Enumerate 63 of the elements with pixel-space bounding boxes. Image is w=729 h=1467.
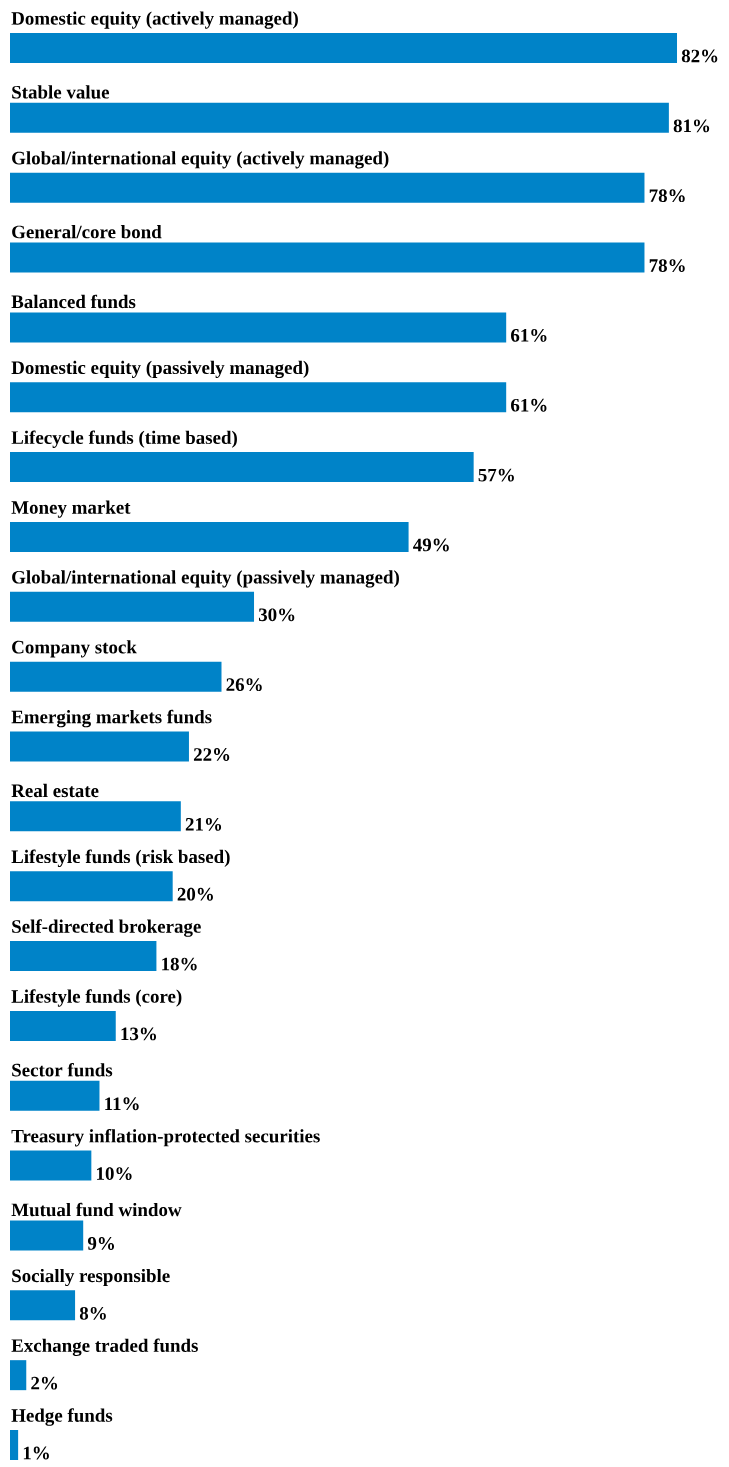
- y-tick-label: Domestic equity (passively managed): [11, 360, 309, 379]
- y-tick-label: Socially responsible: [12, 1268, 170, 1287]
- y-tick-label: Global/international equity (actively managed): [12, 151, 389, 169]
- data-label: 22%: [193, 748, 230, 761]
- bar: [10, 521, 409, 552]
- data-label: 82%: [681, 49, 718, 63]
- data-label: 81%: [673, 119, 710, 133]
- y-tick-label: Sector funds: [12, 1063, 113, 1077]
- data-label: 8%: [79, 1306, 106, 1320]
- bar: [10, 1080, 100, 1111]
- y-tick-label: Lifestyle funds (core): [11, 989, 182, 1007]
- y-tick-label: Real estate: [11, 783, 99, 798]
- bar: [10, 1010, 116, 1041]
- bar: [10, 731, 189, 762]
- data-label: 78%: [649, 189, 685, 203]
- y-tick-label: Lifecycle funds (time based): [11, 430, 237, 448]
- y-tick-label: Domestic equity (actively managed): [11, 11, 298, 29]
- y-tick-label: Company stock: [12, 640, 137, 658]
- y-tick-label: Lifestyle funds (risk based): [11, 849, 230, 868]
- bar: [10, 591, 255, 622]
- y-tick-label: Stable value: [12, 85, 110, 99]
- data-label: 30%: [258, 608, 295, 622]
- y-tick-label: Balanced funds: [11, 294, 136, 309]
- bar: [10, 1220, 84, 1251]
- bar: [10, 33, 678, 63]
- data-label: 26%: [226, 678, 262, 692]
- data-label: 11%: [105, 1097, 139, 1111]
- y-tick-label: Global/international equity (passively managed): [12, 570, 399, 588]
- bar: [10, 452, 474, 483]
- data-label: 61%: [511, 329, 547, 342]
- data-label: 9%: [87, 1237, 115, 1250]
- y-tick-label: Emerging markets funds: [11, 709, 212, 728]
- data-label: 13%: [121, 1027, 157, 1041]
- y-tick-label: Mutual fund window: [11, 1202, 182, 1217]
- y-tick-label: Money market: [11, 500, 131, 518]
- y-tick-label: Self-directed brokerage: [12, 919, 201, 937]
- bar: [10, 172, 645, 203]
- data-label: 78%: [649, 259, 685, 272]
- data-label: 10%: [97, 1167, 132, 1181]
- bar: [10, 242, 645, 273]
- bar: [10, 1150, 92, 1181]
- data-label: 1%: [23, 1446, 49, 1460]
- y-tick-label: Treasury inflation-protected securities: [11, 1129, 320, 1147]
- y-tick-label: General/core bond: [12, 225, 162, 239]
- y-tick-label: Exchange traded funds: [11, 1338, 198, 1356]
- data-label: 61%: [511, 398, 547, 412]
- bar: [10, 871, 173, 902]
- y-tick-label: Hedge funds: [11, 1408, 113, 1426]
- bar: [10, 661, 222, 692]
- bar: [10, 1430, 19, 1461]
- bar: [10, 382, 507, 413]
- data-label: 49%: [413, 538, 449, 552]
- data-label: 57%: [478, 468, 514, 482]
- bar: [10, 801, 181, 832]
- bar: [10, 312, 507, 343]
- data-label: 18%: [162, 957, 197, 971]
- data-label: 21%: [185, 817, 222, 831]
- bar: [10, 941, 157, 972]
- bar: [10, 1360, 27, 1391]
- data-label: 2%: [31, 1376, 58, 1390]
- bar: [10, 102, 669, 133]
- data-label: 20%: [177, 887, 213, 901]
- bar: [10, 1290, 76, 1321]
